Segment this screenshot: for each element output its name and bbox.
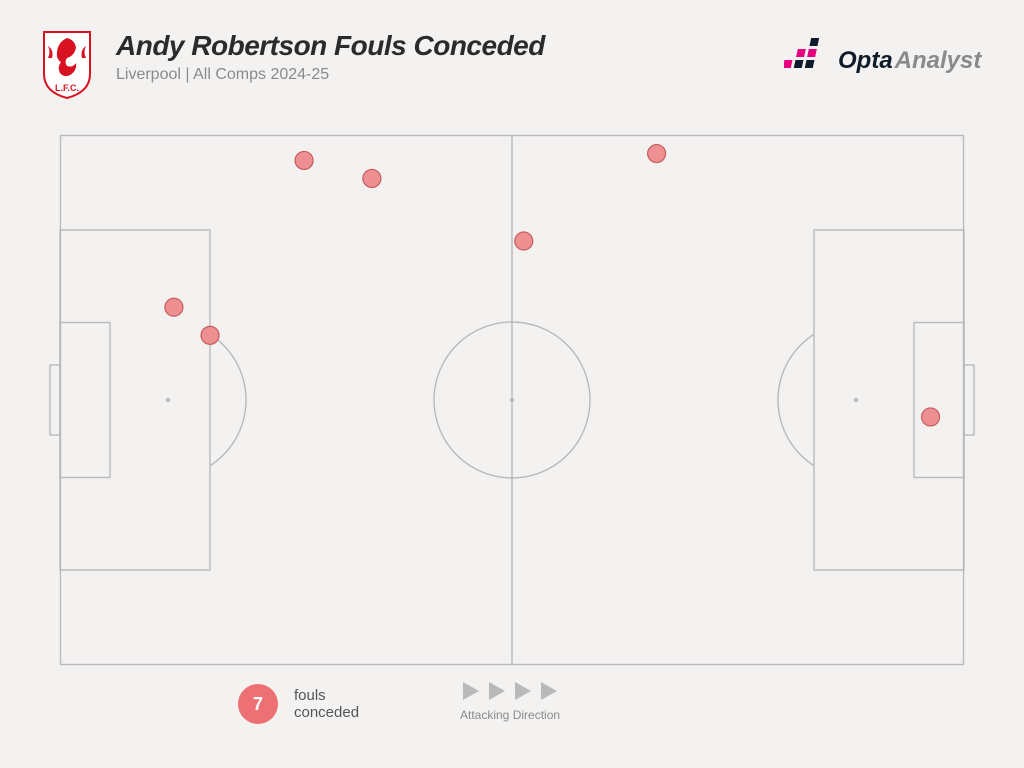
opta-analyst-logo-icon: OptaAnalyst — [784, 34, 984, 82]
foul-count-label: fouls conceded — [294, 687, 359, 722]
chart-title: Andy Robertson Fouls Conceded — [116, 30, 545, 62]
svg-text:L.F.C.: L.F.C. — [55, 83, 79, 93]
foul-count-value: 7 — [253, 694, 263, 715]
attacking-direction: Attacking Direction — [460, 680, 560, 722]
foul-marker — [165, 298, 183, 316]
chart-footer: 7 fouls conceded Attacking Direction — [60, 678, 964, 748]
header-left: L.F.C. Andy Robertson Fouls Conceded Liv… — [40, 28, 545, 100]
pitch-chart — [60, 135, 964, 665]
foul-label-line1: fouls — [294, 687, 359, 704]
foul-label-line2: conceded — [294, 704, 359, 721]
foul-marker — [648, 145, 666, 163]
foul-count-badge: 7 — [238, 684, 278, 724]
svg-text:OptaAnalyst: OptaAnalyst — [838, 47, 982, 74]
foul-count-stat: 7 fouls conceded — [238, 684, 359, 724]
direction-label: Attacking Direction — [460, 708, 560, 722]
foul-marker — [201, 326, 219, 344]
team-crest-icon: L.F.C. — [40, 28, 94, 100]
foul-marker — [515, 232, 533, 250]
foul-marker — [295, 151, 313, 169]
foul-marker — [363, 169, 381, 187]
chart-subtitle: Liverpool | All Comps 2024-25 — [116, 66, 545, 84]
direction-arrows-icon — [461, 680, 559, 702]
foul-marker — [922, 408, 940, 426]
title-block: Andy Robertson Fouls Conceded Liverpool … — [116, 28, 545, 84]
header: L.F.C. Andy Robertson Fouls Conceded Liv… — [0, 0, 1024, 100]
